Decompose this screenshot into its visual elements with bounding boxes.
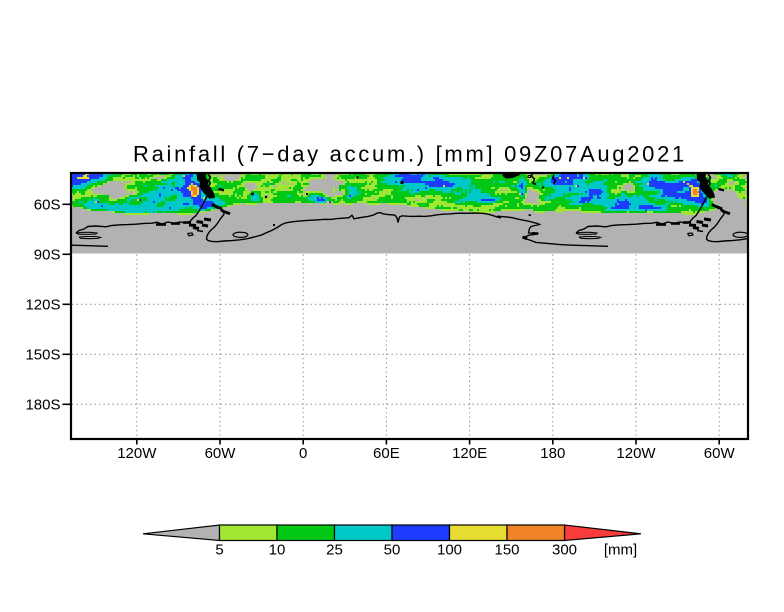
svg-text:150: 150 xyxy=(494,542,519,559)
svg-text:300: 300 xyxy=(552,542,577,559)
svg-text:150S: 150S xyxy=(25,347,60,364)
svg-text:60W: 60W xyxy=(704,445,736,462)
svg-text:100: 100 xyxy=(437,542,462,559)
svg-text:120W: 120W xyxy=(616,445,656,462)
svg-text:25: 25 xyxy=(326,542,343,559)
svg-text:180: 180 xyxy=(540,445,565,462)
svg-text:60S: 60S xyxy=(34,197,61,214)
svg-text:Rainfall (7−day accum.) [mm] 0: Rainfall (7−day accum.) [mm] 09Z07Aug202… xyxy=(133,142,687,167)
svg-text:5: 5 xyxy=(215,542,223,559)
svg-text:60E: 60E xyxy=(373,445,400,462)
svg-text:120S: 120S xyxy=(25,297,60,314)
svg-text:120E: 120E xyxy=(452,445,487,462)
svg-text:90S: 90S xyxy=(34,247,61,264)
svg-text:10: 10 xyxy=(269,542,286,559)
svg-text:60W: 60W xyxy=(205,445,237,462)
svg-text:180S: 180S xyxy=(25,397,60,414)
svg-text:50: 50 xyxy=(384,542,401,559)
svg-text:120W: 120W xyxy=(117,445,157,462)
svg-text:[mm]: [mm] xyxy=(604,542,637,559)
svg-text:0: 0 xyxy=(299,445,307,462)
